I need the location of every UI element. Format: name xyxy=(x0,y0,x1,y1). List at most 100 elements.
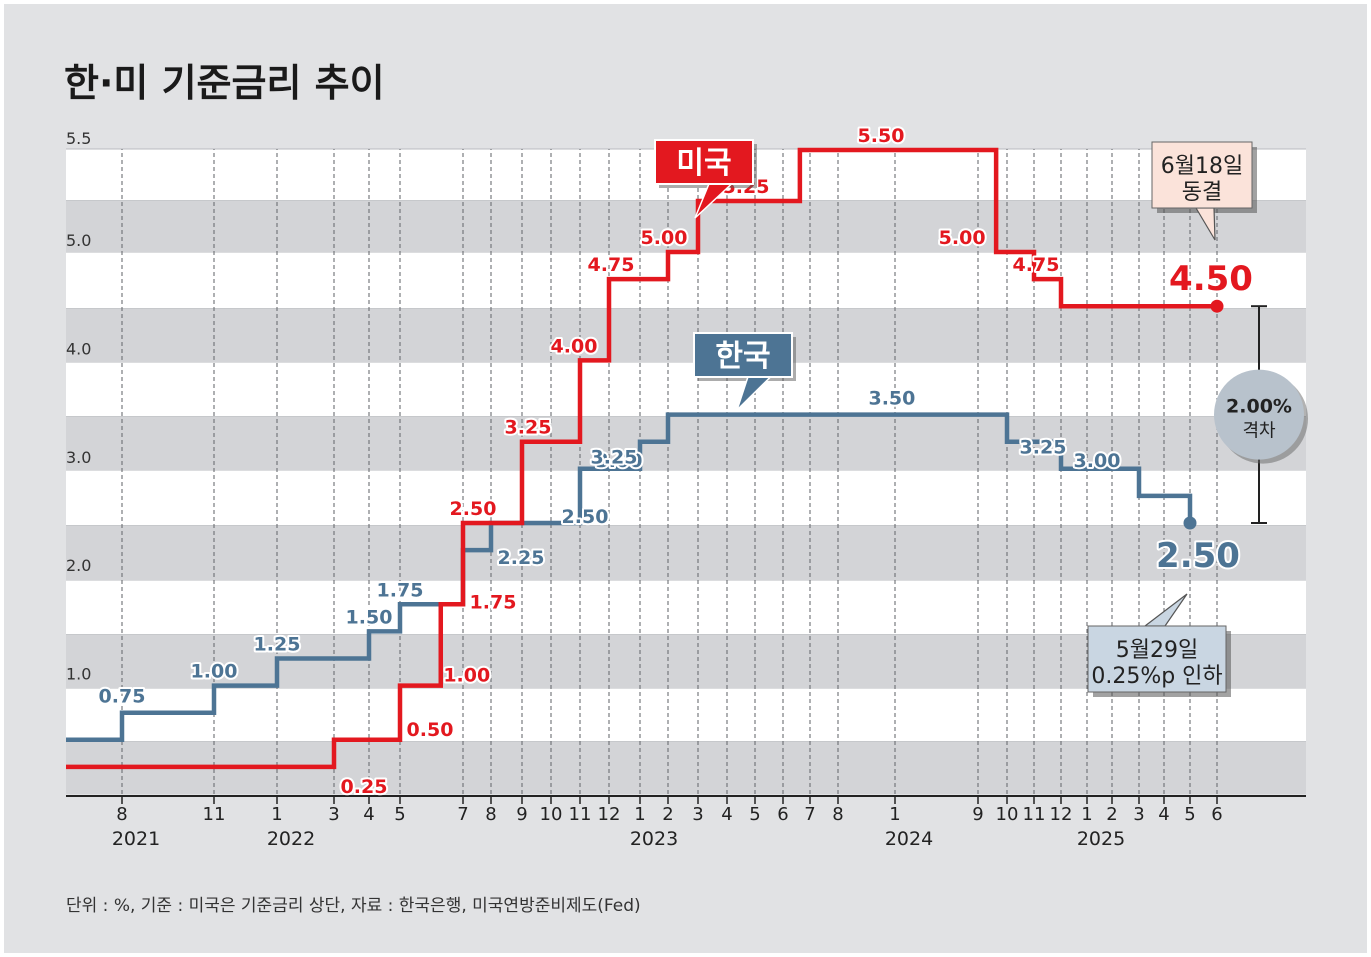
kr-value-label: 2.25 xyxy=(498,547,545,569)
x-tick-label: 12 xyxy=(598,804,621,825)
x-tick-label: 7 xyxy=(804,804,815,825)
data-labels: 0.250.250.500.501.001.001.751.752.502.50… xyxy=(97,123,1255,800)
us-end-label: 4.50 xyxy=(1169,259,1253,299)
vertical-gridlines xyxy=(121,149,1218,794)
x-tick-label: 7 xyxy=(457,804,468,825)
us-value-label: 5.00 xyxy=(641,227,688,249)
chart-title: 한·미 기준금리 추이 xyxy=(64,61,385,105)
x-tick-label: 4 xyxy=(721,804,732,825)
us-value-label: 1.00 xyxy=(443,665,490,687)
us-name-box xyxy=(654,139,754,185)
kr-callout-text: 0.25%p 인하 xyxy=(1091,664,1222,689)
x-tick-label: 1 xyxy=(271,804,282,825)
kr-value-label: 1.50 xyxy=(346,606,393,628)
x-tick-label: 3 xyxy=(1133,804,1144,825)
kr-callout-box xyxy=(1087,625,1227,693)
us-value-label-halo: 1.00 xyxy=(443,665,490,687)
us-value-label-halo: 0.50 xyxy=(407,719,454,741)
kr-value-label-halo: 1.75 xyxy=(377,579,424,601)
kr-value-label-halo: 2.25 xyxy=(498,547,545,569)
year-label: 2022 xyxy=(267,828,315,850)
kr-value-label: 2.50 xyxy=(562,506,609,528)
us-value-label: 4.75 xyxy=(1013,254,1060,276)
x-tick-label: 3 xyxy=(692,804,703,825)
us-callout-box xyxy=(1151,141,1253,209)
y-tick-label: 5.5 xyxy=(66,129,91,148)
x-tick-label: 8 xyxy=(485,804,496,825)
y-tick-label: 4.0 xyxy=(66,339,91,358)
kr-value-label-halo: 3.50 xyxy=(868,388,915,410)
gap-label: 격차 xyxy=(1242,421,1276,442)
y-tick-label: 2.0 xyxy=(66,556,91,575)
grid-band xyxy=(66,308,1306,362)
kr-value-label-halo: 1.50 xyxy=(346,606,393,628)
x-tick-label: 9 xyxy=(972,804,983,825)
x-tick-label: 1 xyxy=(1081,804,1092,825)
x-tick-label: 12 xyxy=(1050,804,1073,825)
x-tick-label: 5 xyxy=(394,804,405,825)
kr-value-label: 3.25 xyxy=(591,447,638,469)
us-value-label-halo: 3.25 xyxy=(505,417,552,439)
kr-value-label-halo: 2.50 xyxy=(562,506,609,528)
x-tick-label: 10 xyxy=(996,804,1019,825)
us-value-label-halo: 4.00 xyxy=(551,335,598,357)
us-value-label-halo: 4.75 xyxy=(588,254,635,276)
kr-value-label: 1.75 xyxy=(377,579,424,601)
x-tick-label: 11 xyxy=(569,804,592,825)
x-tick-label: 5 xyxy=(1184,804,1195,825)
source-note: 단위 : %, 기준 : 미국은 기준금리 상단, 자료 : 한국은행, 미국연… xyxy=(66,896,641,916)
us-value-label-halo: 5.00 xyxy=(939,227,986,249)
us-callout-text: 6월18일 xyxy=(1161,154,1243,179)
x-tick-label: 1 xyxy=(889,804,900,825)
gap-circle xyxy=(1214,369,1304,460)
kr-value-label: 0.75 xyxy=(99,686,146,708)
us-callout-text: 동결 xyxy=(1182,180,1222,205)
y-tick-label: 1.0 xyxy=(66,665,91,684)
kr-name-label: 한국 xyxy=(715,339,770,374)
grid-band xyxy=(66,580,1306,634)
kr-end-label-halo: 2.50 xyxy=(1156,536,1240,576)
kr-end-label: 2.50 xyxy=(1156,536,1240,576)
kr-name-box xyxy=(693,332,793,378)
kr-callout-text: 5월29일 xyxy=(1116,638,1198,663)
x-tick-label: 11 xyxy=(203,804,226,825)
y-tick-label: 3.0 xyxy=(66,448,91,467)
x-tick-label: 2 xyxy=(662,804,673,825)
kr-value-label: 3.00 xyxy=(1074,450,1121,472)
us-value-label: 0.50 xyxy=(407,719,454,741)
us-value-label: 2.50 xyxy=(450,498,497,520)
us-end-point xyxy=(1210,299,1224,313)
grid-band xyxy=(66,525,1306,580)
x-tick-label: 6 xyxy=(1211,804,1222,825)
x-tick-label: 9 xyxy=(516,804,527,825)
us-value-label-halo: 2.50 xyxy=(450,498,497,520)
year-label: 2021 xyxy=(112,828,160,850)
x-tick-label: 4 xyxy=(363,804,374,825)
kr-value-label-halo: 3.25 xyxy=(591,447,638,469)
kr-value-label: 3.25 xyxy=(1020,437,1067,459)
x-tick-label: 10 xyxy=(540,804,563,825)
year-label: 2023 xyxy=(630,828,678,850)
kr-value-label: 1.00 xyxy=(191,661,238,683)
us-value-label: 5.50 xyxy=(858,125,905,147)
x-tick-label: 8 xyxy=(832,804,843,825)
us-value-label: 4.75 xyxy=(588,254,635,276)
us-value-label-halo: 0.25 xyxy=(341,776,388,798)
x-tick-label: 4 xyxy=(1158,804,1169,825)
x-tick-label: 6 xyxy=(777,804,788,825)
x-tick-label: 5 xyxy=(749,804,760,825)
x-tick-label: 3 xyxy=(328,804,339,825)
x-tick-label: 1 xyxy=(634,804,645,825)
kr-value-label-halo: 3.25 xyxy=(1020,437,1067,459)
grid-band xyxy=(66,252,1306,308)
x-axis: 8 11 1 3 4 5 7 8 9 10 11 12 1 2 3 4 5 6 7 8 1 9 10 11 12 1 2 3 4 5 620… xyxy=(66,795,1306,850)
us-rate-line xyxy=(66,147,1217,770)
kr-value-label-halo: 1.00 xyxy=(191,661,238,683)
grid-band xyxy=(66,200,1306,252)
us-value-label-halo: 5.50 xyxy=(858,125,905,147)
us-value-label: 0.25 xyxy=(341,776,388,798)
us-value-label-halo: 1.75 xyxy=(470,591,517,613)
x-tick-label: 11 xyxy=(1023,804,1046,825)
